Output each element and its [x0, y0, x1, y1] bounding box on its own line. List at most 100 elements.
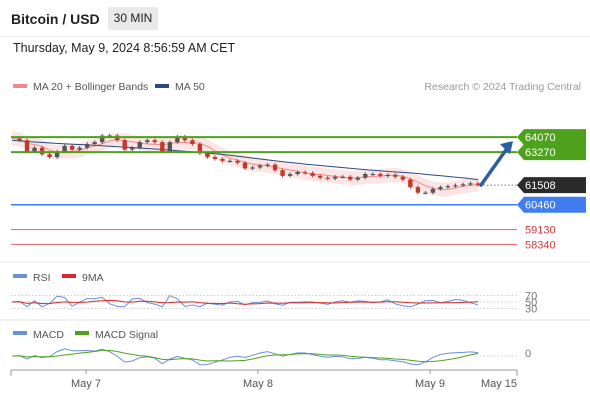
- macd-panel: 0: [11, 348, 531, 366]
- candle-body: [272, 164, 278, 171]
- candle: [348, 175, 353, 182]
- candle: [415, 185, 421, 195]
- candle-body: [190, 140, 195, 145]
- timeframe-badge[interactable]: 30 MIN: [108, 7, 158, 30]
- candle: [250, 165, 255, 171]
- candle: [340, 175, 345, 179]
- candle: [370, 172, 375, 176]
- candle-body: [69, 145, 75, 150]
- candle-body: [423, 192, 428, 194]
- candle-body: [363, 173, 368, 178]
- candle: [257, 163, 263, 170]
- candle-body: [182, 136, 188, 141]
- x-tick-label: May 7: [71, 378, 101, 390]
- resistance-label: 63270: [525, 147, 556, 159]
- macd-zero-label: 0: [525, 348, 531, 360]
- candle-body: [92, 142, 97, 145]
- candle: [265, 162, 270, 168]
- candle-body: [17, 138, 22, 141]
- candle: [242, 161, 248, 171]
- candle-body: [62, 145, 67, 152]
- candle-body: [445, 186, 451, 188]
- candle: [363, 172, 368, 180]
- candle-body: [242, 162, 248, 169]
- candle-body: [175, 136, 180, 143]
- candle: [182, 134, 188, 142]
- candle-body: [32, 147, 37, 152]
- macd-signal-legend-label: MACD Signal: [95, 329, 158, 341]
- candle: [378, 172, 383, 178]
- forecast-arrow-shaft: [479, 145, 510, 187]
- macd-signal-legend-swatch: [75, 331, 89, 335]
- candle-body: [227, 160, 233, 163]
- candle-body: [84, 144, 90, 148]
- candle: [468, 181, 473, 186]
- candle-body: [265, 164, 270, 166]
- ma50-legend-label: MA 50: [175, 81, 205, 93]
- ma50-legend-swatch: [155, 84, 169, 88]
- candle-body: [438, 187, 443, 189]
- candle-body: [332, 176, 338, 179]
- rsi-level-label: 70: [525, 291, 537, 303]
- ma20-legend-swatch: [13, 84, 27, 88]
- candle: [460, 182, 466, 187]
- candle-body: [145, 140, 150, 143]
- candle-body: [152, 140, 158, 143]
- ma20-legend-label: MA 20 + Bollinger Bands: [33, 81, 148, 93]
- candle: [272, 162, 278, 172]
- candle: [190, 138, 195, 146]
- resistance-tag: [517, 144, 586, 161]
- candle-body: [393, 174, 398, 177]
- candle: [408, 177, 413, 189]
- candle-body: [130, 147, 135, 150]
- candle-body: [370, 173, 375, 176]
- candle-body: [340, 176, 345, 178]
- candle: [355, 176, 360, 182]
- rsi-level-label: 50: [525, 297, 537, 309]
- candle: [310, 171, 315, 178]
- candle: [438, 185, 443, 191]
- candle: [39, 146, 45, 156]
- candle-body: [415, 187, 421, 193]
- macd-signal-line: [11, 349, 479, 363]
- candle: [152, 138, 158, 144]
- candle-body: [220, 158, 225, 161]
- candle: [400, 175, 406, 182]
- candle: [130, 146, 135, 152]
- rsi-legend-swatch: [13, 274, 27, 278]
- candle-body: [167, 142, 173, 152]
- candle: [317, 174, 323, 180]
- candle-body: [137, 142, 142, 148]
- candle: [423, 191, 428, 195]
- candle: [197, 142, 203, 156]
- candle: [220, 157, 225, 163]
- candle-body: [378, 173, 383, 176]
- candle: [47, 152, 52, 159]
- rsi-ma-legend-label: 9MA: [82, 272, 104, 284]
- candle: [227, 159, 233, 163]
- candle-body: [54, 151, 60, 158]
- candle-body: [355, 177, 360, 180]
- candle: [287, 172, 293, 178]
- candle-body: [47, 154, 52, 158]
- candle: [295, 170, 300, 176]
- candle-body: [287, 173, 293, 176]
- candle: [212, 155, 218, 161]
- candle: [137, 140, 142, 150]
- candle-body: [348, 176, 353, 180]
- current-price-tag: [517, 177, 586, 194]
- resistance-tag: [517, 129, 586, 146]
- candle-body: [99, 135, 105, 143]
- ma50-line: [11, 139, 479, 181]
- candle: [280, 168, 285, 178]
- candle-body: [302, 172, 308, 174]
- candle-body: [235, 160, 240, 163]
- candle-body: [475, 183, 481, 186]
- rsi-ma-line: [11, 299, 479, 305]
- support-label: 60460: [525, 200, 556, 212]
- candle-body: [197, 144, 203, 154]
- candle-body: [295, 172, 300, 174]
- pivot-label: 58340: [525, 239, 556, 251]
